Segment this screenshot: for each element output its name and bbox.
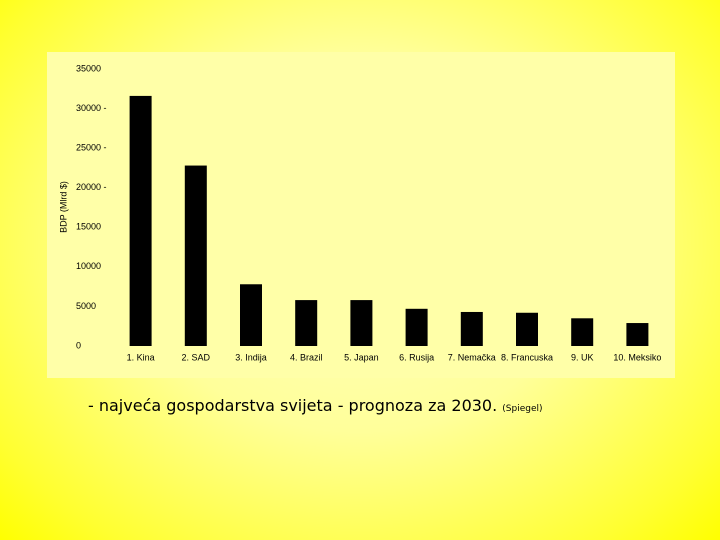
- caption-text: - najveća gospodarstva svijeta - prognoz…: [88, 396, 498, 415]
- y-tick-label: 35000: [76, 63, 101, 73]
- y-tick-label: 20000 -: [76, 182, 107, 192]
- y-axis-label: BDP (Mlrd $): [58, 181, 68, 233]
- bar: [460, 311, 483, 346]
- x-tick-label: 5. Japan: [344, 352, 379, 362]
- x-tick-label: 3. Indija: [235, 352, 267, 362]
- y-tick-label: 25000 -: [76, 143, 107, 153]
- bar: [626, 323, 649, 346]
- y-tick-label: 0: [76, 340, 81, 350]
- x-tick-label: 1. Kina: [127, 352, 155, 362]
- bar: [240, 284, 262, 346]
- source: (Spiegel): [502, 404, 543, 414]
- y-tick-label: 10000: [76, 261, 101, 271]
- y-tick-label: 5000: [76, 301, 96, 311]
- bar: [184, 165, 207, 346]
- bar: [571, 318, 594, 346]
- bar: [516, 312, 538, 346]
- x-tick-label: 8. Francuska: [501, 352, 553, 362]
- x-tick-label: 9. UK: [571, 352, 594, 362]
- x-tick-label: 4. Brazil: [290, 352, 323, 362]
- y-tick-label: 30000 -: [76, 103, 107, 113]
- x-tick-label: 10. Meksiko: [613, 352, 661, 362]
- y-tick-label: 15000: [76, 222, 101, 232]
- x-tick-label: 7. Nemačka: [448, 352, 496, 362]
- caption: - najveća gospodarstva svijeta - prognoz…: [88, 396, 543, 415]
- x-tick-label: 6. Rusija: [399, 352, 434, 362]
- bar: [405, 308, 428, 346]
- bar: [295, 300, 318, 346]
- x-tick-label: 2. SAD: [182, 352, 211, 362]
- bar: [350, 300, 373, 346]
- bar: [129, 95, 152, 346]
